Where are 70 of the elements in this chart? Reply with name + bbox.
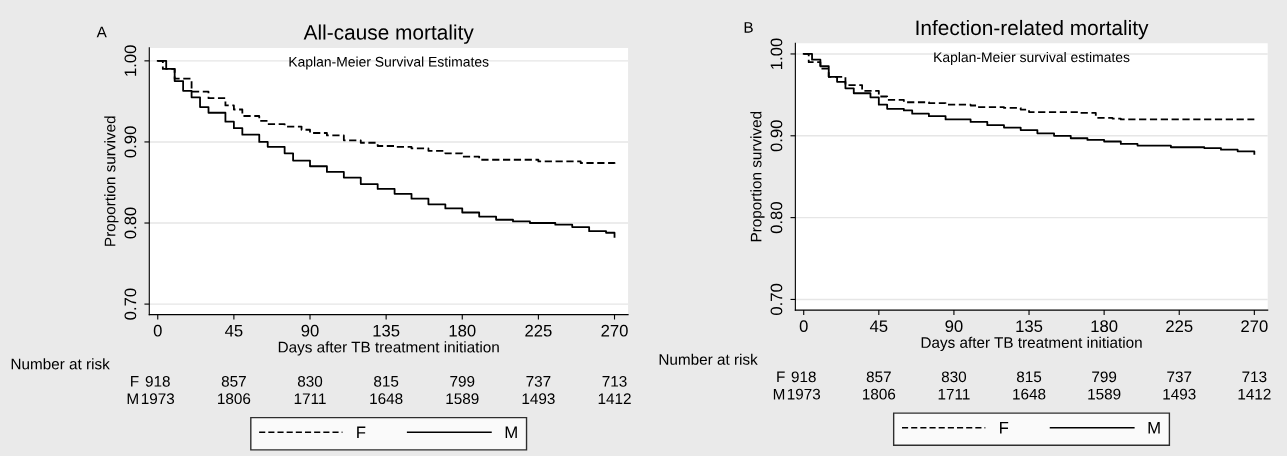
x-tick-label: 270 [1241, 320, 1268, 333]
y-tick-label: 1.00 [770, 38, 783, 69]
y-tick-label: 0.80 [124, 207, 137, 239]
x-tick-label: 135 [1016, 320, 1043, 333]
y-tick-label: 0.80 [770, 202, 783, 234]
text: 1711 [294, 393, 326, 404]
y-tick-label: 0.90 [770, 120, 783, 152]
text: 1648 [370, 393, 403, 405]
y-axis-title: Proportion survived [750, 111, 765, 242]
x-axis-title: Days after TB treatment initiation [278, 341, 499, 356]
text: 799 [450, 375, 475, 387]
text: 857 [866, 371, 891, 383]
x-tick-label: 90 [301, 324, 319, 337]
text: 815 [1016, 371, 1042, 383]
x-tick-label: 0 [153, 324, 162, 337]
y-tick-label: 0.70 [124, 288, 137, 320]
text: 1412 [1238, 388, 1271, 400]
y-tick-label: 1.00 [124, 45, 137, 76]
y-tick-label: 0.70 [770, 283, 783, 316]
text: M [773, 388, 785, 400]
text: F [777, 371, 785, 383]
text: 1589 [1088, 388, 1121, 400]
text: 1973 [787, 388, 821, 400]
annotation: Kaplan-Meier Survival Estimates [289, 56, 489, 70]
text: 1648 [1013, 388, 1046, 400]
x-tick-label: 0 [799, 320, 808, 333]
text: 1412 [598, 393, 631, 404]
legend-label: F [1000, 422, 1009, 434]
text: F [131, 376, 139, 387]
y-tick-label: 0.90 [124, 126, 137, 158]
y-axis-title: Proportion survived [104, 116, 119, 246]
x-tick-label: 45 [869, 320, 888, 333]
text: Number at risk [11, 358, 110, 370]
x-tick-label: 45 [224, 324, 243, 337]
text: 1493 [1163, 388, 1196, 400]
x-tick-label: 90 [945, 320, 963, 333]
legend-label: F [357, 426, 366, 439]
legend-label: M [1148, 422, 1160, 434]
x-tick-label: 225 [1166, 320, 1193, 333]
text: 1806 [862, 388, 896, 400]
chart-title: All-cause mortality [303, 24, 474, 44]
text: M [127, 393, 138, 404]
text: 1493 [522, 393, 555, 405]
chart-title: Infection-related mortality [916, 19, 1149, 40]
text: 918 [791, 371, 816, 383]
text: 713 [1242, 371, 1267, 383]
x-axis-title: Days after TB treatment initiation [921, 336, 1142, 351]
text: 1589 [446, 393, 479, 405]
text: A [96, 26, 107, 38]
annotation: Kaplan-Meier survival estimates [934, 51, 1130, 65]
text: 799 [1092, 371, 1117, 383]
legend-label: M [505, 426, 517, 439]
text: 713 [602, 375, 627, 387]
text: Number at risk [659, 353, 758, 365]
text: 815 [374, 375, 399, 387]
x-tick-label: 270 [601, 324, 628, 337]
x-tick-label: 225 [525, 324, 552, 337]
text: 737 [1167, 371, 1192, 383]
text: B [744, 22, 753, 33]
text: 1711 [938, 388, 970, 400]
text: 830 [297, 375, 323, 387]
text: 737 [526, 375, 551, 387]
text: 830 [941, 371, 967, 383]
text: 918 [145, 375, 170, 387]
text: 1806 [218, 393, 251, 405]
x-tick-label: 135 [373, 324, 400, 337]
text: 857 [221, 375, 246, 387]
text: 1973 [141, 393, 175, 405]
x-tick-label: 180 [1091, 320, 1118, 333]
x-tick-label: 180 [449, 324, 476, 337]
